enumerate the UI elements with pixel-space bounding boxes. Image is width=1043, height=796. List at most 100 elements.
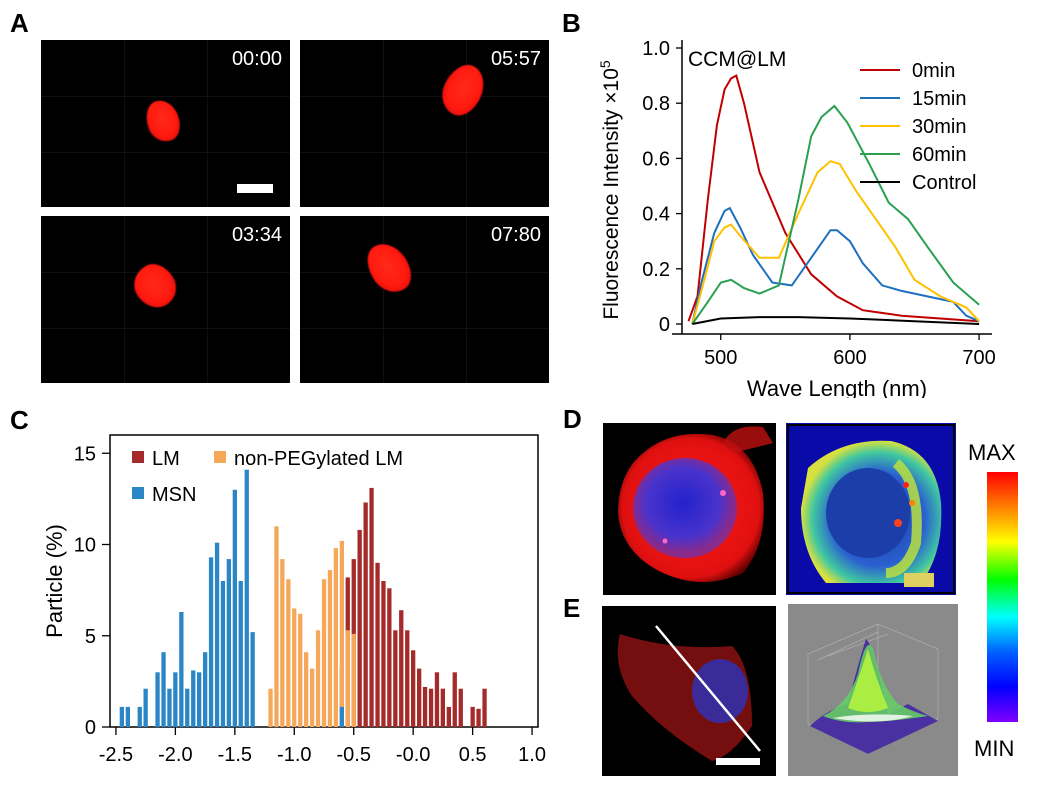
panel-letter-d: D — [563, 404, 582, 434]
histogram-bar — [339, 706, 344, 727]
histogram-bar — [232, 489, 237, 728]
y-tick-label: 0.6 — [642, 148, 670, 170]
micro-frame-1: 00:00 — [41, 40, 290, 207]
histogram-bar — [417, 668, 422, 727]
y-tick-label: 1.0 — [642, 38, 670, 60]
histogram-bar — [333, 548, 338, 727]
y-tick-label: 0 — [85, 717, 96, 739]
micro-frame-4: 07:80 — [300, 216, 549, 383]
histogram-bar — [191, 670, 196, 727]
cell-line-profile-image — [602, 606, 776, 776]
y-axis-label: Fluorescence Intensity ×105 — [597, 60, 623, 320]
histogram-bar — [321, 579, 327, 727]
x-tick-label: -0.5 — [336, 744, 370, 766]
histogram-bar — [387, 588, 392, 727]
histogram-bar — [399, 610, 404, 727]
legend-label: 15min — [912, 88, 966, 110]
histogram-bar — [393, 630, 398, 727]
histogram-bar — [268, 688, 273, 727]
legend-swatch — [132, 451, 144, 463]
histogram-bar — [208, 557, 214, 727]
histogram-bar — [375, 562, 380, 728]
cell-blob — [434, 58, 492, 122]
y-tick-label: 10 — [74, 535, 96, 557]
histogram-bar — [226, 559, 231, 727]
micro-frame-2: 05:57 — [300, 40, 549, 207]
histogram-bar — [286, 579, 291, 727]
legend-label: MSN — [152, 484, 196, 506]
histogram-bar — [357, 529, 362, 727]
histogram-bar — [250, 632, 255, 727]
histogram-bar — [304, 652, 309, 727]
panel-letter-e: E — [563, 593, 581, 623]
histogram-bar — [214, 542, 220, 727]
histogram-bar — [119, 706, 124, 727]
histogram-bar — [197, 672, 202, 728]
histogram-bar — [238, 581, 243, 727]
histogram-bar — [369, 487, 374, 727]
x-tick-label: -0.0 — [396, 744, 430, 766]
y-tick-label: 15 — [74, 443, 96, 465]
histogram-bar — [125, 706, 130, 727]
particle-histogram-chart: 0 5 10 15 -2.5 -2.0 -1.5 -1.0 -0.5 -0.0 0.5 1.0 Part… — [42, 434, 546, 766]
legend-label: non-PEGylated LM — [234, 448, 403, 470]
series-line-control — [692, 316, 980, 325]
micro-frame-3: 03:34 — [41, 216, 290, 383]
series-line-15min — [691, 206, 980, 325]
histogram-bar — [274, 526, 279, 728]
timestamp-label: 00:00 — [231, 48, 282, 70]
surface-plot-image — [788, 604, 958, 776]
x-tick-label: 500 — [704, 347, 737, 369]
cell-blob — [140, 95, 186, 147]
histogram-bar — [203, 652, 208, 727]
histogram-bar — [363, 502, 368, 727]
histogram-bar — [482, 688, 487, 727]
histogram-bar — [137, 706, 142, 727]
fluorescence-spectra-chart: 0 0.2 0.4 0.6 0.8 1.0 500 600 700 Wave Length (nm… — [597, 38, 996, 398]
colorbar-min-label: MIN — [974, 736, 1015, 761]
colorbar-max-label: MAX — [968, 440, 1016, 465]
legend-label: 60min — [912, 144, 966, 166]
legend-label: 30min — [912, 116, 966, 138]
histogram-bar — [179, 612, 184, 727]
cell-fluorescence-image — [603, 423, 776, 595]
color-scale-bar — [987, 472, 1018, 722]
scale-bar — [237, 184, 273, 193]
histogram-bar — [244, 469, 249, 727]
x-tick-label: -1.5 — [218, 744, 252, 766]
scale-bar — [716, 758, 760, 765]
y-tick-label: 0.4 — [642, 204, 670, 226]
histogram-bar — [381, 581, 386, 727]
x-tick-label: -2.5 — [99, 744, 133, 766]
histogram-bar — [351, 633, 356, 727]
histogram-bar — [440, 688, 445, 727]
series-line-0min — [687, 74, 980, 323]
x-tick-label: 600 — [833, 347, 866, 369]
y-tick-label: 5 — [85, 626, 96, 648]
y-tick-label: 0.2 — [642, 259, 670, 281]
histogram-bar — [434, 672, 440, 728]
histogram-bar — [298, 613, 303, 727]
x-tick-label: 0.5 — [459, 744, 487, 766]
chart-annotation: CCM@LM — [688, 48, 786, 71]
histogram-bar — [161, 652, 166, 727]
histogram-bar — [185, 688, 190, 727]
panel-letter-c: C — [10, 405, 29, 435]
x-axis-label: Wave Length (nm) — [747, 376, 927, 398]
y-axis-label-exponent: 5 — [597, 60, 613, 68]
histogram-bar — [405, 630, 410, 727]
histogram-bar — [167, 688, 172, 727]
histogram-bar — [310, 668, 315, 727]
histogram-bar — [292, 608, 297, 727]
histogram-bar — [339, 540, 344, 727]
histogram-bar — [470, 706, 475, 727]
x-tick-label: 700 — [962, 347, 995, 369]
cell-blob — [126, 256, 184, 316]
legend-swatch — [132, 487, 144, 499]
timestamp-label: 03:34 — [231, 224, 282, 246]
x-tick-label: 1.0 — [518, 744, 546, 766]
legend-label: 0min — [912, 60, 955, 82]
histogram-bar — [220, 581, 226, 727]
y-axis-label: Particle (%) — [42, 524, 67, 638]
cell-blob — [358, 235, 420, 301]
